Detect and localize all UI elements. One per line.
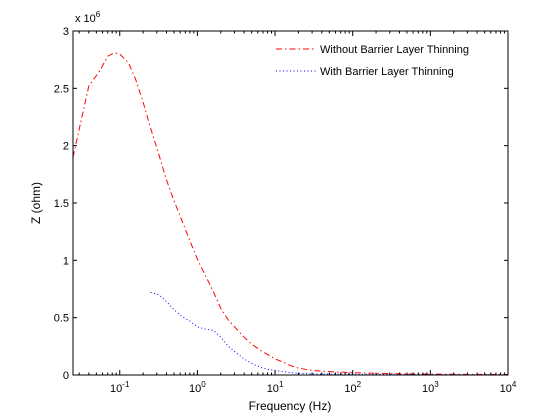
y-tick-label: 2.5 bbox=[54, 83, 69, 95]
legend: Without Barrier Layer Thinning With Barr… bbox=[276, 44, 469, 78]
legend-label-with-thinning: With Barrier Layer Thinning bbox=[320, 66, 454, 78]
series-line-1 bbox=[150, 291, 509, 376]
plot-area bbox=[73, 31, 508, 375]
x-tick-label: 10-1 bbox=[110, 380, 130, 395]
x-tick-label: 102 bbox=[344, 380, 361, 395]
axes-frame bbox=[72, 30, 509, 376]
y-exponent-label: x 106 bbox=[75, 10, 101, 25]
y-tick-label: 0 bbox=[63, 370, 69, 382]
y-tick-label: 0.5 bbox=[54, 313, 69, 325]
y-tick-label: 1 bbox=[63, 255, 69, 267]
x-tick-label: 101 bbox=[267, 380, 284, 395]
y-exponent-power: 6 bbox=[96, 10, 101, 19]
y-axis-label: Z (ohm) bbox=[29, 182, 43, 224]
x-axis-label: Frequency (Hz) bbox=[249, 399, 332, 413]
x-tick-label: 100 bbox=[189, 380, 206, 395]
x-tick-label: 103 bbox=[422, 380, 439, 395]
series-line-0 bbox=[72, 52, 509, 375]
legend-label-without-thinning: Without Barrier Layer Thinning bbox=[320, 44, 469, 56]
y-tick-label: 3 bbox=[63, 26, 69, 38]
y-tick-label: 2 bbox=[63, 141, 69, 153]
x-tick-label: 104 bbox=[500, 380, 517, 395]
y-tick-label: 1.5 bbox=[54, 198, 69, 210]
